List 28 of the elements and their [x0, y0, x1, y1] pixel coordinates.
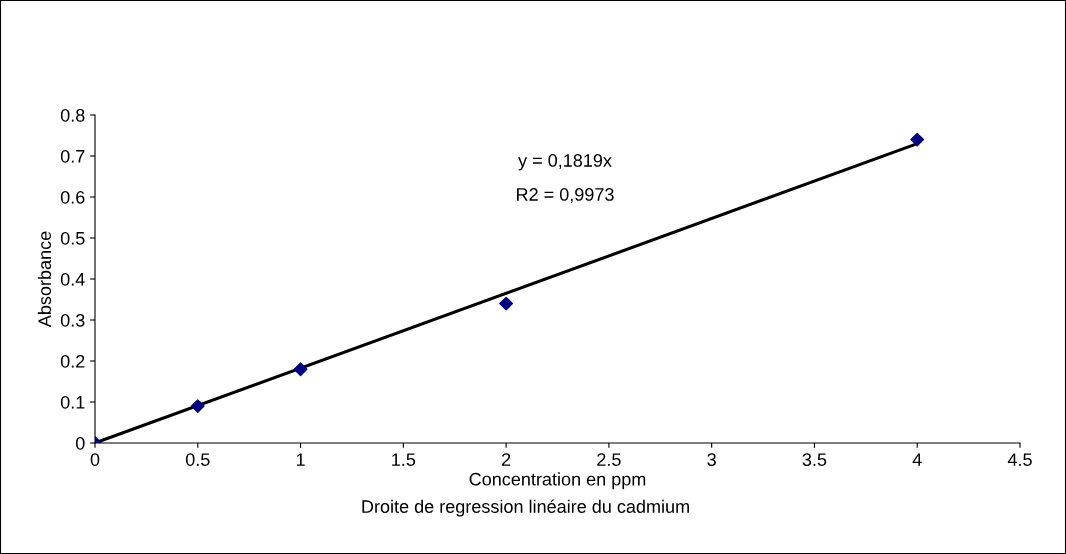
x-tick-label: 1.5 [392, 453, 416, 466]
x-tick-label: 2 [502, 453, 511, 466]
x-tick-label: 2.5 [597, 453, 621, 466]
annotation: R2 = 0,9973 [517, 188, 614, 203]
x-axis-title: Concentration en ppm [469, 472, 646, 490]
x-tick-label: 3 [707, 453, 716, 466]
x-tick-label: 4.5 [1007, 453, 1032, 466]
annotation: y = 0,1819x [518, 154, 612, 171]
text: Droite de regression linéaire du cadmium [362, 499, 689, 517]
y-tick-label: 0.5 [60, 231, 85, 245]
y-tick-label: 0.2 [60, 354, 85, 368]
y-tick-label: 0.7 [60, 149, 85, 163]
point [293, 362, 308, 377]
y-tick-label: 0.4 [60, 272, 85, 286]
point [910, 132, 925, 147]
y-tick-label: 0.6 [60, 190, 85, 204]
point [190, 399, 205, 414]
x-tick-label: 3.5 [802, 453, 827, 466]
x-tick-label: 1 [296, 453, 305, 466]
y-tick-label: 0 [75, 436, 85, 450]
x-tick-label: 0.5 [185, 453, 210, 466]
y-tick-label: 0.3 [60, 313, 85, 327]
x-tick-label: 4 [912, 453, 922, 466]
y-tick-label: 0.1 [60, 395, 85, 409]
x-tick-label: 0 [90, 453, 100, 466]
point [499, 296, 514, 311]
y-tick-label: 0.8 [60, 108, 85, 122]
y-axis-title: Absorbance [37, 231, 52, 328]
